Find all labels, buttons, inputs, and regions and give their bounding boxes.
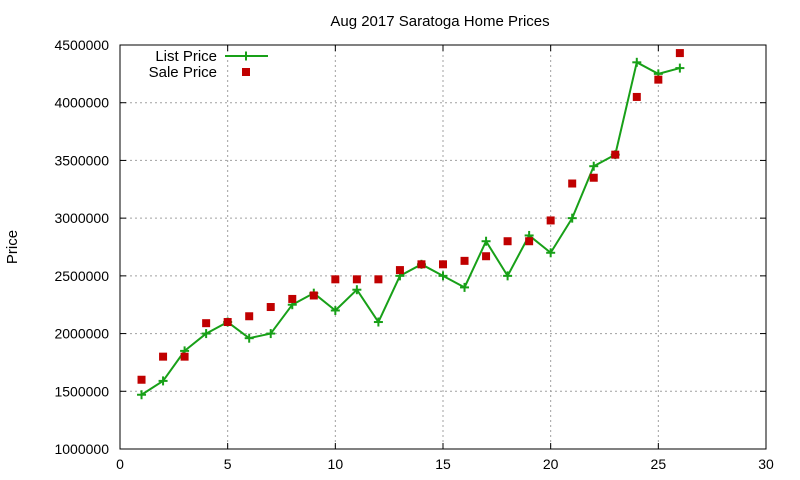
axis-ticks <box>119 44 767 450</box>
sale-price-point <box>288 294 297 303</box>
sale-price-point <box>568 179 577 188</box>
sale-price-point <box>374 275 383 284</box>
y-tick-label: 2500000 <box>54 268 109 284</box>
sale-price-point <box>460 256 469 265</box>
x-tick-label: 5 <box>224 456 232 472</box>
y-tick-label: 1500000 <box>54 383 109 399</box>
x-tick-label: 15 <box>435 456 451 472</box>
list-price-point <box>503 271 513 281</box>
x-tick-label: 20 <box>543 456 559 472</box>
list-price-point <box>632 57 642 67</box>
sale-price-point <box>675 49 684 58</box>
legend-label-sale-price: Sale Price <box>149 64 217 81</box>
y-tick-label: 4500000 <box>54 37 109 53</box>
y-tick-label: 3500000 <box>54 152 109 168</box>
legend-label-list-price: List Price <box>155 48 217 65</box>
x-tick-labels: 0 5 10 15 20 25 30 <box>116 456 774 472</box>
sale-price-point <box>503 237 512 246</box>
list-price-point <box>352 285 362 295</box>
sale-price-point <box>417 260 426 269</box>
legend: List Price Sale Price <box>149 48 268 81</box>
y-tick-label: 3000000 <box>54 210 109 226</box>
data-series <box>137 49 685 400</box>
sale-price-point <box>632 92 641 101</box>
list-price-point <box>137 390 147 400</box>
list-price-point <box>675 63 685 73</box>
sale-price-point <box>611 150 620 159</box>
list-price-line <box>140 61 681 396</box>
sale-price-point <box>202 319 211 328</box>
sale-price-point <box>395 266 404 275</box>
sale-price-point <box>352 275 361 284</box>
sale-price-point <box>589 173 598 182</box>
sale-price-point <box>546 216 555 225</box>
sale-price-point <box>654 75 663 84</box>
list-price-point <box>589 161 599 171</box>
list-price-point <box>567 213 577 223</box>
list-price-point <box>546 248 556 258</box>
y-tick-label: 2000000 <box>54 326 109 342</box>
list-price-point <box>244 333 254 343</box>
list-price-point <box>460 282 470 292</box>
list-price-point <box>373 317 383 327</box>
sale-price-point <box>245 312 254 321</box>
list-price-point <box>481 236 491 246</box>
sale-price-point <box>266 303 275 312</box>
y-tick-labels: 1000000 1500000 2000000 2500000 3000000 35000… <box>54 37 109 457</box>
chart-title: Aug 2017 Saratoga Home Prices <box>330 13 549 30</box>
list-price-point <box>158 376 168 386</box>
list-price-point <box>266 329 276 339</box>
list-price-point <box>330 305 340 315</box>
x-tick-label: 30 <box>758 456 774 472</box>
legend-marker-sale-price <box>242 68 250 76</box>
list-price-point <box>201 329 211 339</box>
sale-price-point <box>180 352 189 361</box>
x-tick-label: 10 <box>328 456 344 472</box>
sale-price-point <box>159 352 168 361</box>
y-axis-label: Price <box>4 230 21 264</box>
list-price-point <box>438 271 448 281</box>
sale-price-point <box>525 237 534 246</box>
legend-marker-list-price <box>241 51 251 61</box>
y-tick-label: 4000000 <box>54 95 109 111</box>
sale-price-point <box>309 291 318 300</box>
sale-price-point <box>331 275 340 284</box>
x-tick-label: 25 <box>651 456 667 472</box>
sale-price-point <box>223 318 232 327</box>
x-tick-label: 0 <box>116 456 124 472</box>
sale-price-point <box>482 252 491 261</box>
sale-price-point <box>439 260 447 269</box>
sale-price-point <box>137 375 146 384</box>
y-tick-label: 1000000 <box>54 441 109 457</box>
grid-lines <box>120 45 766 449</box>
